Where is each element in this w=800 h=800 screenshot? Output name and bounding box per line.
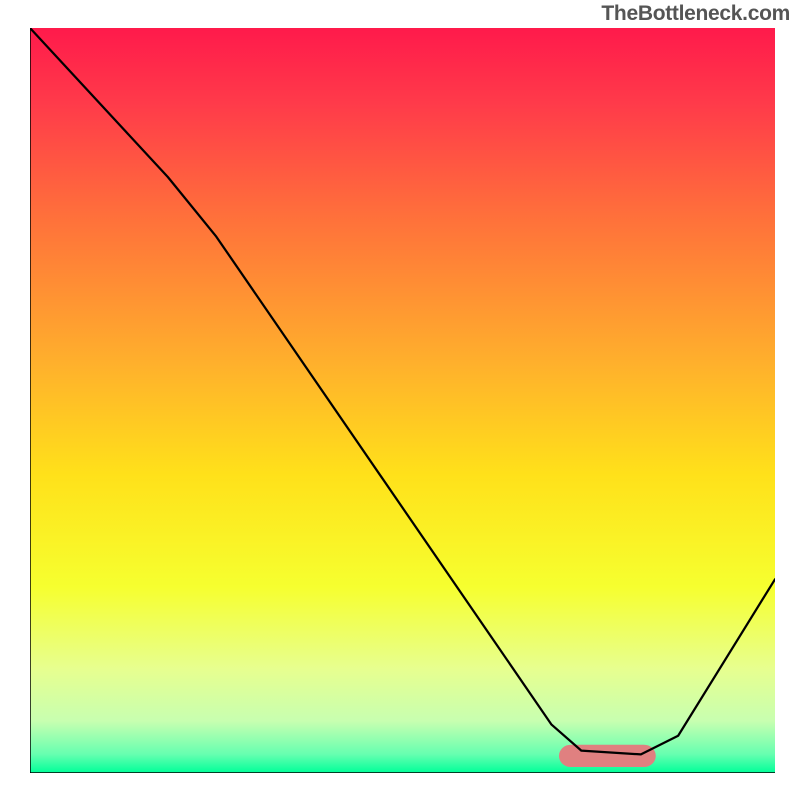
bottleneck-chart (30, 28, 775, 773)
gradient-background (30, 28, 775, 773)
attribution-text: TheBottleneck.com (601, 2, 790, 26)
minimum-marker-pill (559, 745, 656, 767)
plot-area (30, 28, 775, 773)
image-canvas: TheBottleneck.com (0, 0, 800, 800)
